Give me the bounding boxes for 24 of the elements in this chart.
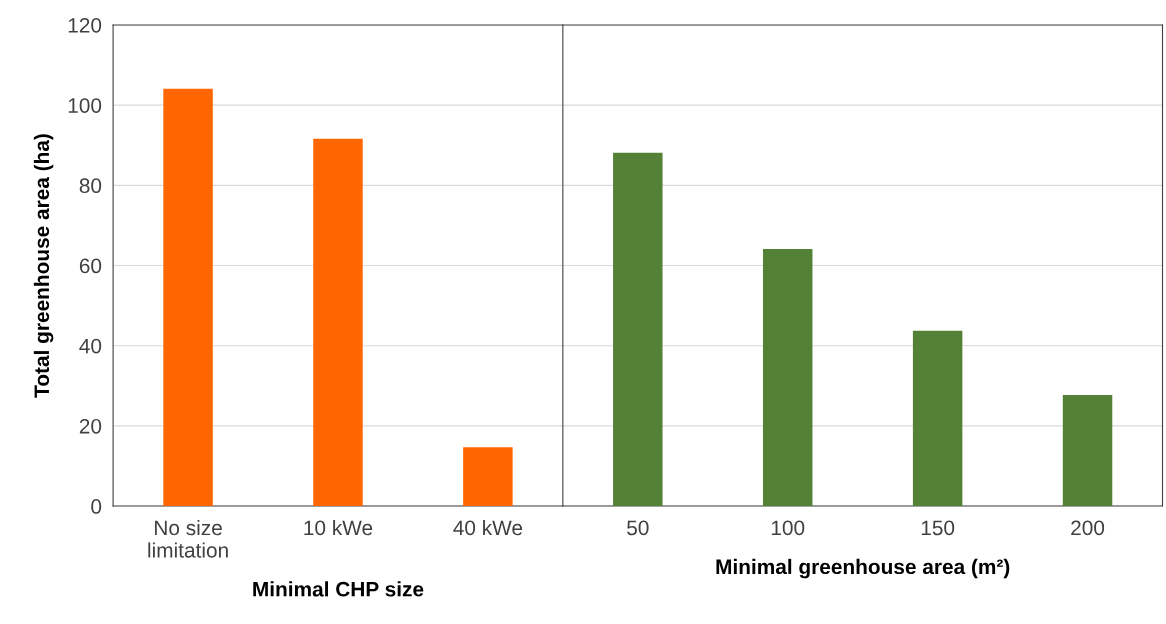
y-tick-label: 20	[79, 418, 102, 434]
y-tick-label: 80	[79, 178, 102, 194]
y-tick-label: 40	[79, 338, 102, 354]
y-tick-label: 0	[91, 499, 102, 514]
y-axis-title: Total greenhouse area (ha)	[33, 134, 54, 398]
y-tick-label: 60	[79, 258, 102, 274]
bar	[1062, 395, 1113, 507]
x-axis-title: Minimal CHP size	[253, 581, 424, 597]
bar	[912, 330, 963, 507]
x-tick-label: 150	[921, 520, 955, 536]
x-tick-label: 100	[771, 520, 805, 536]
x-tick-label: 200	[1071, 520, 1105, 536]
bar	[463, 447, 513, 507]
x-axis-title: Minimal greenhouse area (m²)	[716, 558, 1010, 579]
bar	[163, 88, 213, 507]
x-tick-label: 40 kWe	[453, 519, 523, 536]
bar	[313, 138, 363, 507]
bar	[762, 249, 813, 507]
bar	[613, 152, 663, 507]
y-tick-label: 120	[68, 17, 102, 33]
x-tick-label: 50	[627, 520, 649, 536]
y-tick-label: 100	[68, 98, 102, 113]
x-tick-label: 10 kWe	[304, 519, 373, 536]
x-tick-label: No size limitation	[148, 519, 228, 558]
